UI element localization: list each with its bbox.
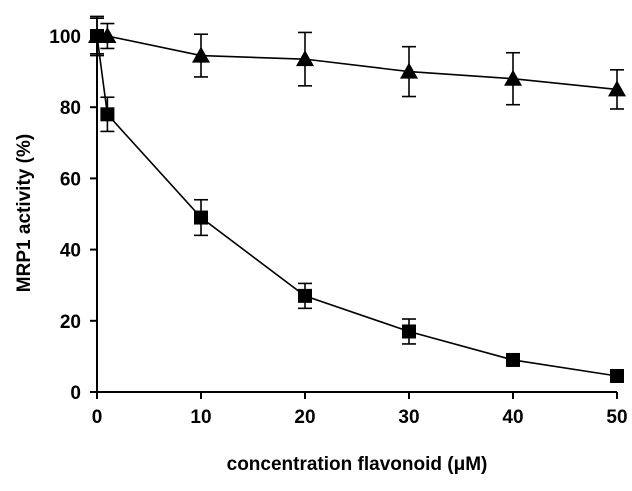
data-point [192, 46, 210, 63]
data-point [296, 50, 314, 67]
series-layer [88, 15, 626, 383]
data-point [608, 80, 626, 97]
x-tick-label: 10 [190, 407, 211, 428]
y-axis-label: MRP1 activity (%) [14, 134, 35, 292]
y-tick-label: 0 [70, 383, 81, 404]
x-tick-label: 30 [398, 407, 419, 428]
data-point [610, 368, 624, 383]
tick-labels: 0 10 20 30 40 50 0 20 40 60 80 100 [49, 27, 627, 428]
data-point [194, 210, 208, 225]
data-point [90, 29, 104, 43]
x-tick-label: 50 [606, 407, 627, 428]
data-point [400, 62, 418, 79]
series-line [96, 35, 618, 377]
data-point [402, 324, 416, 339]
x-tick-label: 0 [92, 407, 103, 428]
y-tick-label: 100 [49, 27, 81, 48]
y-tick-label: 60 [60, 169, 81, 190]
series-square [90, 15, 624, 383]
y-tick-label: 80 [60, 98, 81, 119]
x-tick-label: 40 [502, 407, 523, 428]
data-point [504, 69, 522, 86]
series-triangle [88, 17, 626, 110]
y-tick-label: 20 [60, 312, 81, 333]
x-tick-label: 20 [294, 407, 315, 428]
y-tick-label: 40 [60, 241, 81, 262]
axes [90, 34, 618, 399]
data-point [100, 107, 115, 122]
x-axis-label: concentration flavonoid (μM) [227, 454, 488, 475]
data-point [298, 288, 312, 303]
data-point [506, 352, 520, 367]
series-line [97, 35, 618, 91]
